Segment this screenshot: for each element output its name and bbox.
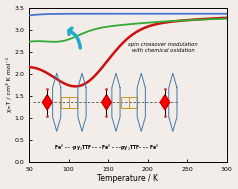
Polygon shape bbox=[160, 95, 170, 110]
Text: spin crossover modulation
with chemical oxidation: spin crossover modulation with chemical … bbox=[129, 42, 198, 53]
Polygon shape bbox=[43, 95, 52, 110]
X-axis label: Temperature / K: Temperature / K bbox=[97, 174, 158, 184]
Text: Fe$^{II}$ - - -py$_2$TTF- - - Fe$^{II}$ - - -py$_2$TTF- - - Fe$^{II}$: Fe$^{II}$ - - -py$_2$TTF- - - Fe$^{II}$ … bbox=[54, 143, 159, 153]
Y-axis label: χₘT / cm³ K mol⁻¹: χₘT / cm³ K mol⁻¹ bbox=[5, 57, 12, 112]
Polygon shape bbox=[102, 95, 111, 110]
